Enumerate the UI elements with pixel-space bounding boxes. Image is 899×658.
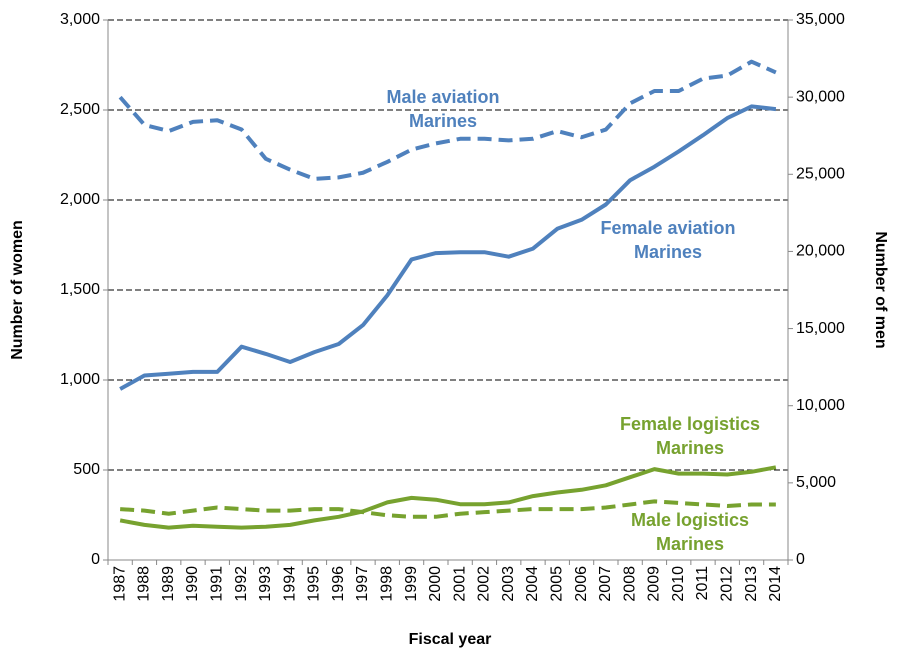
x-tick-label: 1995 <box>306 566 323 602</box>
y2-tick-label: 35,000 <box>796 11 845 28</box>
x-tick-label: 2010 <box>670 566 687 602</box>
x-tick-label: 1999 <box>403 566 420 602</box>
series-label: Female logistics Marines <box>619 414 761 458</box>
x-tick-label: 1990 <box>184 566 201 602</box>
x-tick-label: 1991 <box>209 566 226 602</box>
x-tick-label: 2004 <box>524 566 541 602</box>
x-tick-label: 1992 <box>233 566 250 602</box>
y2-axis-label: Number of men <box>872 231 889 348</box>
y-tick-label: 0 <box>91 551 100 568</box>
series-label-box: Male logistics Marines <box>630 510 750 554</box>
x-tick-label: 2002 <box>476 566 493 602</box>
line-series <box>120 499 776 519</box>
y-axis-label: Number of women <box>9 220 26 360</box>
y2-tick-label: 10,000 <box>796 397 845 414</box>
x-tick-label: 1994 <box>281 566 298 602</box>
series-label-box: Male aviation Marines <box>386 87 500 131</box>
y2-tick-label: 30,000 <box>796 88 845 105</box>
x-tick-label: 2009 <box>646 566 663 602</box>
x-tick-label: 2013 <box>743 566 760 602</box>
y2-tick-label: 15,000 <box>796 320 845 337</box>
y2-tick-label: 0 <box>796 551 805 568</box>
y-tick-label: 1,500 <box>60 281 100 298</box>
series-label-box: Female aviation Marines <box>600 218 736 262</box>
y-tick-label: 3,000 <box>60 11 100 28</box>
line-series <box>119 465 777 530</box>
y2-tick-label: 20,000 <box>796 243 845 260</box>
x-tick-label: 2007 <box>597 566 614 602</box>
y2-tick-label: 25,000 <box>796 166 845 183</box>
y2-tick-label: 5,000 <box>796 474 836 491</box>
x-tick-label: 2012 <box>719 566 736 602</box>
line-series <box>118 59 777 181</box>
x-tick-label: 1988 <box>136 566 153 602</box>
x-tick-label: 2011 <box>694 566 711 601</box>
line-series <box>119 104 777 391</box>
x-tick-label: 2003 <box>500 566 517 602</box>
x-tick-label: 1989 <box>160 566 177 602</box>
x-tick-label: 1997 <box>354 566 371 602</box>
x-tick-label: 2005 <box>549 566 566 602</box>
y-tick-label: 500 <box>73 461 100 478</box>
series-label-box: Female logistics Marines <box>619 414 761 458</box>
y-tick-label: 1,000 <box>60 371 100 388</box>
x-tick-label: 1996 <box>330 566 347 602</box>
x-axis-label: Fiscal year <box>409 631 492 648</box>
series-label: Male logistics Marines <box>630 510 750 554</box>
x-tick-label: 2001 <box>451 566 468 602</box>
x-tick-label: 1993 <box>257 566 274 602</box>
y-tick-label: 2,000 <box>60 191 100 208</box>
series-label: Female aviation Marines <box>600 218 736 262</box>
x-tick-label: 2014 <box>767 566 784 602</box>
x-tick-label: 2000 <box>427 566 444 602</box>
series-label: Male aviation Marines <box>386 87 500 131</box>
y-tick-label: 2,500 <box>60 101 100 118</box>
x-tick-label: 1998 <box>379 566 396 602</box>
x-tick-label: 2006 <box>573 566 590 602</box>
x-tick-label: 2008 <box>621 566 638 602</box>
x-tick-label: 1987 <box>111 566 128 602</box>
